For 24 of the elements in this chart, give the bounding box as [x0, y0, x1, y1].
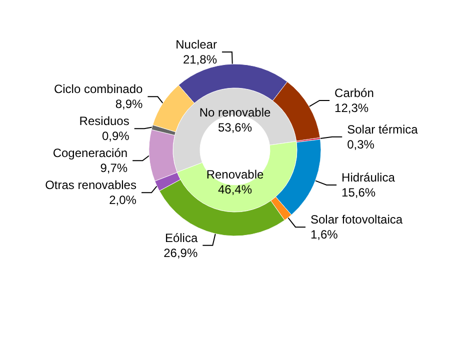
data-label: 2,0% [109, 193, 137, 208]
slice-label: Renovable [206, 168, 264, 182]
data-label: 9,7% [100, 161, 128, 176]
slice-label: Solar térmica [347, 122, 418, 136]
slice-label: Hidráulica [342, 170, 396, 184]
slice-label: Solar fotovoltaica [310, 212, 403, 227]
slice-label: Nuclear [176, 38, 217, 52]
data-label: 26,9% [164, 246, 198, 260]
data-label: 12,3% [334, 100, 369, 115]
data-label: 8,9% [115, 97, 144, 112]
data-label: 53,6% [218, 120, 252, 134]
data-label: 21,8% [182, 52, 218, 67]
slice-label: Cogeneración [52, 146, 128, 160]
slice-label: Otras renovables [45, 178, 136, 192]
data-label: 1,6% [310, 228, 338, 242]
data-label: 46,4% [218, 182, 252, 196]
slice-label: Eólica [164, 230, 198, 245]
slice-label: No renovable [199, 106, 272, 120]
slice-label: Ciclo combinado [54, 82, 144, 96]
data-label: 15,6% [342, 185, 376, 200]
data-label: 0,3% [347, 137, 375, 152]
slice-label: Carbón [334, 86, 374, 100]
data-label: 0,9% [102, 129, 130, 144]
slice-label: Residuos [79, 114, 130, 128]
